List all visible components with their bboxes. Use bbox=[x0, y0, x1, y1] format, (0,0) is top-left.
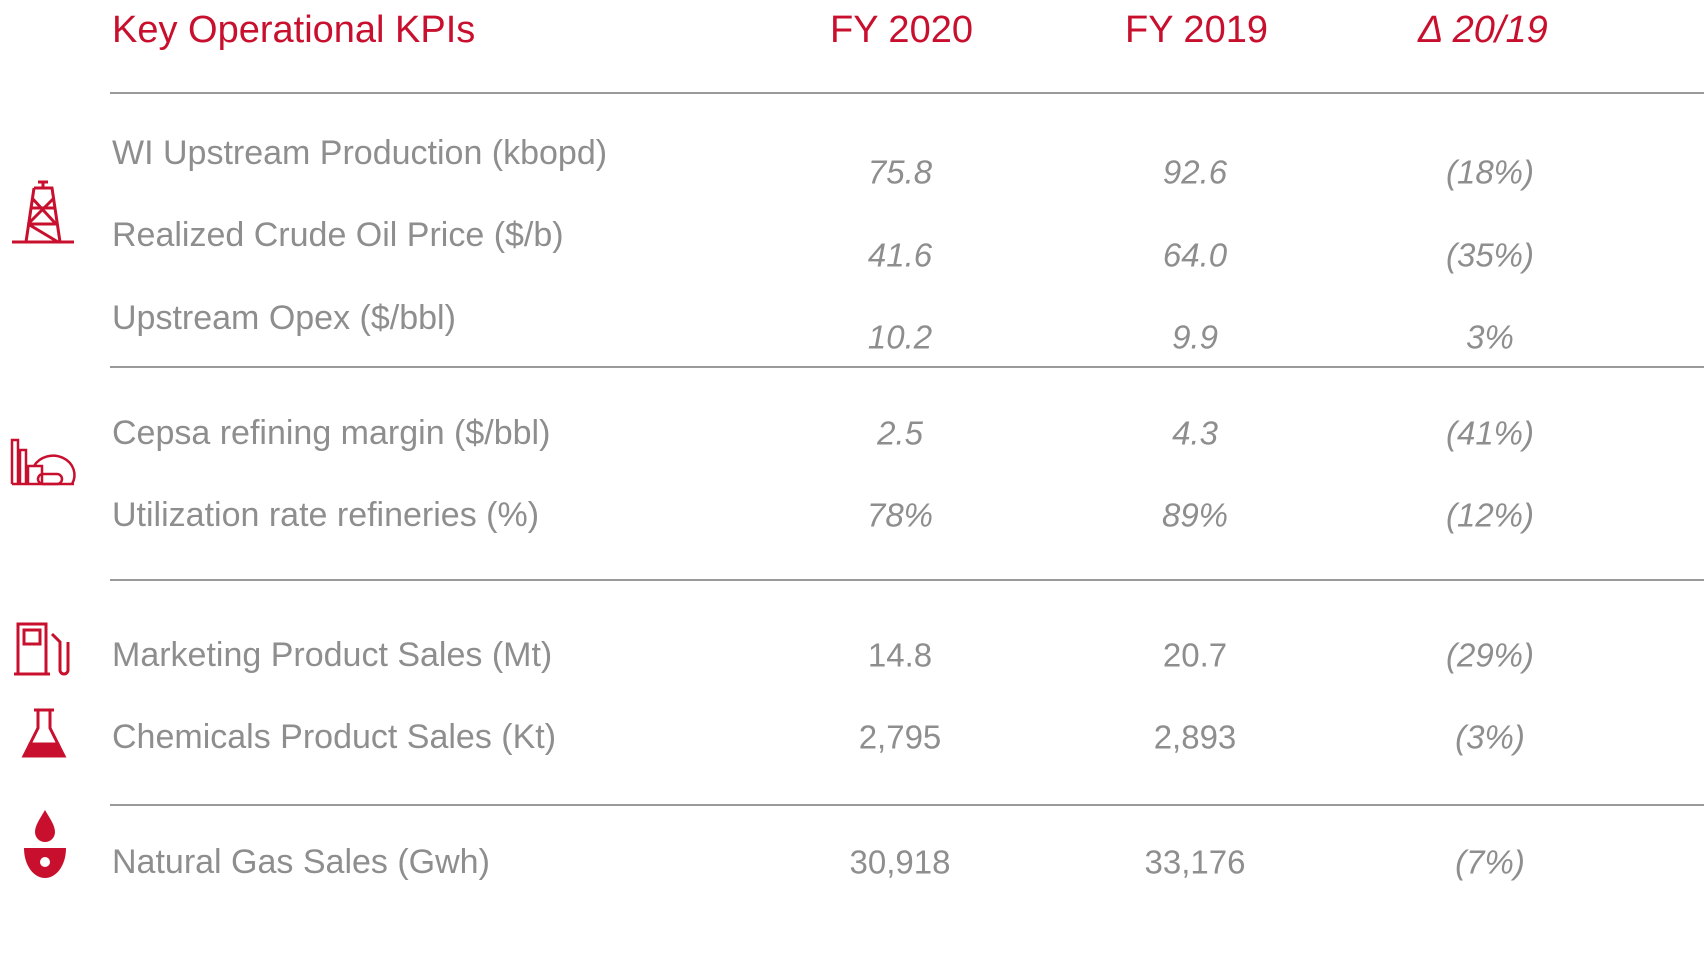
cell-value: 20.7 bbox=[1162, 636, 1228, 674]
cell-value: (35%) bbox=[1445, 236, 1535, 274]
cell-value: 2.5 bbox=[877, 414, 923, 452]
cell-value: 3% bbox=[1466, 318, 1514, 356]
cell-value: 89% bbox=[1161, 496, 1229, 534]
cell-value: 4.3 bbox=[1172, 414, 1218, 452]
cell-value: 2,893 bbox=[1153, 718, 1237, 756]
cell-value: 33,176 bbox=[1144, 843, 1246, 881]
row-label: Marketing Product Sales (Mt) bbox=[112, 636, 553, 674]
row-label: Natural Gas Sales (Gwh) bbox=[112, 843, 490, 881]
cell-value: 64.0 bbox=[1162, 236, 1228, 274]
divider bbox=[110, 92, 1704, 94]
cell-value: (41%) bbox=[1445, 414, 1535, 452]
cell-value: 9.9 bbox=[1172, 318, 1218, 356]
oil-rig-icon bbox=[12, 180, 74, 244]
table-title: Key Operational KPIs bbox=[112, 9, 476, 51]
row-label: Utilization rate refineries (%) bbox=[112, 496, 540, 534]
row-label: Chemicals Product Sales (Kt) bbox=[112, 718, 557, 756]
cell-value: (12%) bbox=[1445, 496, 1535, 534]
cell-value: (7%) bbox=[1455, 843, 1525, 881]
cell-value: 30,918 bbox=[849, 843, 951, 881]
column-header: FY 2020 bbox=[830, 9, 973, 51]
cell-value: (18%) bbox=[1445, 153, 1535, 191]
cell-value: (3%) bbox=[1455, 718, 1525, 756]
flask-icon bbox=[21, 708, 67, 758]
cell-value: 78% bbox=[866, 496, 934, 534]
cell-value: 41.6 bbox=[867, 236, 933, 274]
fuel-pump-icon bbox=[14, 622, 70, 676]
divider bbox=[110, 804, 1704, 806]
row-label: WI Upstream Production (kbopd) bbox=[112, 134, 608, 172]
column-header: Δ 20/19 bbox=[1418, 9, 1548, 51]
row-label: Upstream Opex ($/bbl) bbox=[112, 299, 456, 337]
cell-value: 2,795 bbox=[858, 718, 942, 756]
refinery-icon bbox=[10, 438, 76, 486]
cell-value: 14.8 bbox=[867, 636, 933, 674]
cell-value: 92.6 bbox=[1162, 153, 1228, 191]
cell-value: (29%) bbox=[1445, 636, 1535, 674]
divider bbox=[110, 579, 1704, 581]
column-header: FY 2019 bbox=[1125, 9, 1268, 51]
row-label: Realized Crude Oil Price ($/b) bbox=[112, 216, 564, 254]
row-label: Cepsa refining margin ($/bbl) bbox=[112, 414, 551, 452]
divider bbox=[110, 366, 1704, 368]
gas-flame-icon bbox=[24, 810, 66, 878]
cell-value: 10.2 bbox=[867, 318, 933, 356]
cell-value: 75.8 bbox=[867, 153, 933, 191]
